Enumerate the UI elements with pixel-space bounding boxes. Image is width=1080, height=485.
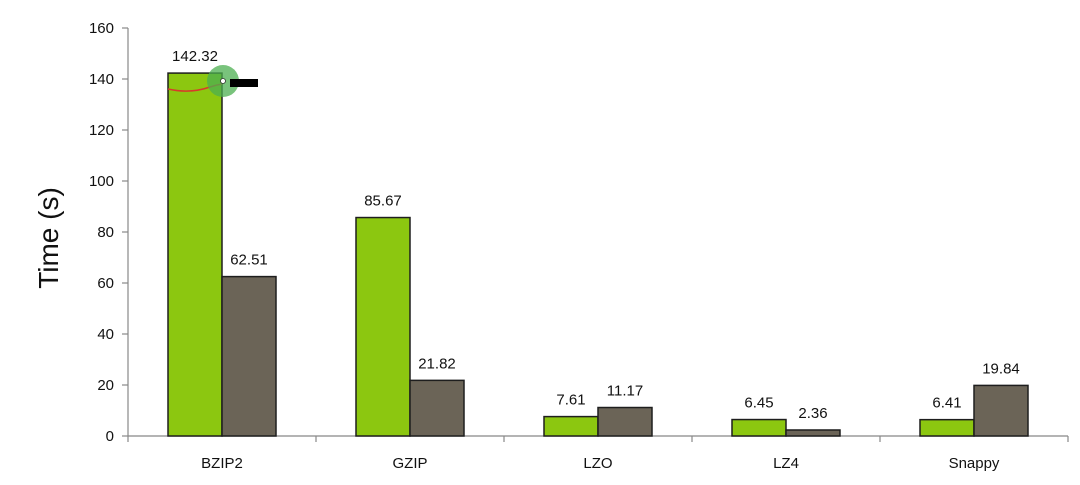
pointer-dot bbox=[220, 78, 226, 84]
bar-series-1 bbox=[543, 415, 599, 437]
data-label: 85.67 bbox=[364, 193, 402, 210]
bar-series-1 bbox=[167, 72, 223, 437]
x-tick-label: BZIP2 bbox=[201, 455, 243, 472]
data-label: 6.45 bbox=[744, 395, 773, 412]
y-tick-label: 20 bbox=[97, 377, 114, 394]
x-tick-label: GZIP bbox=[392, 455, 427, 472]
y-axis-title: Time (s) bbox=[33, 187, 64, 289]
data-labels-group: 142.32 62.51 85.67 21.82 7.61 11.17 6.45 2.36 6.… bbox=[172, 48, 1020, 422]
cursor-bar-icon bbox=[230, 79, 258, 87]
data-label: 142.32 bbox=[172, 48, 218, 65]
bar-series-2 bbox=[785, 429, 841, 437]
data-label: 21.82 bbox=[418, 355, 456, 372]
y-tick-label: 100 bbox=[89, 173, 114, 190]
bar-series-2 bbox=[597, 406, 653, 437]
bars-group bbox=[167, 72, 1029, 437]
pointer-highlight-icon bbox=[167, 65, 258, 97]
y-tick-label: 0 bbox=[106, 428, 114, 445]
data-label: 6.41 bbox=[932, 395, 961, 412]
data-label: 7.61 bbox=[556, 392, 585, 409]
bar-series-1 bbox=[731, 418, 787, 437]
data-label: 19.84 bbox=[982, 360, 1020, 377]
bar-series-2 bbox=[221, 275, 277, 437]
y-tick-label: 80 bbox=[97, 224, 114, 241]
y-tick-label: 140 bbox=[89, 71, 114, 88]
x-tick-label: Snappy bbox=[949, 455, 1000, 472]
data-label: 2.36 bbox=[798, 405, 827, 422]
bar-series-1 bbox=[355, 216, 411, 437]
y-tick-label: 40 bbox=[97, 326, 114, 343]
y-tick-label: 160 bbox=[89, 20, 114, 37]
data-label: 62.51 bbox=[230, 252, 268, 269]
y-axis: 0 20 40 60 80 100 120 140 160 bbox=[89, 20, 129, 445]
x-axis: BZIP2 GZIP LZO LZ4 Snappy bbox=[127, 435, 1069, 472]
y-tick-label: 60 bbox=[97, 275, 114, 292]
x-tick-label: LZ4 bbox=[773, 455, 799, 472]
bar-series-1 bbox=[919, 418, 975, 437]
x-tick-label: LZO bbox=[583, 455, 612, 472]
bar-series-2 bbox=[409, 379, 465, 437]
data-label: 11.17 bbox=[607, 383, 643, 400]
bar-series-2 bbox=[973, 384, 1029, 437]
y-tick-label: 120 bbox=[89, 122, 114, 139]
